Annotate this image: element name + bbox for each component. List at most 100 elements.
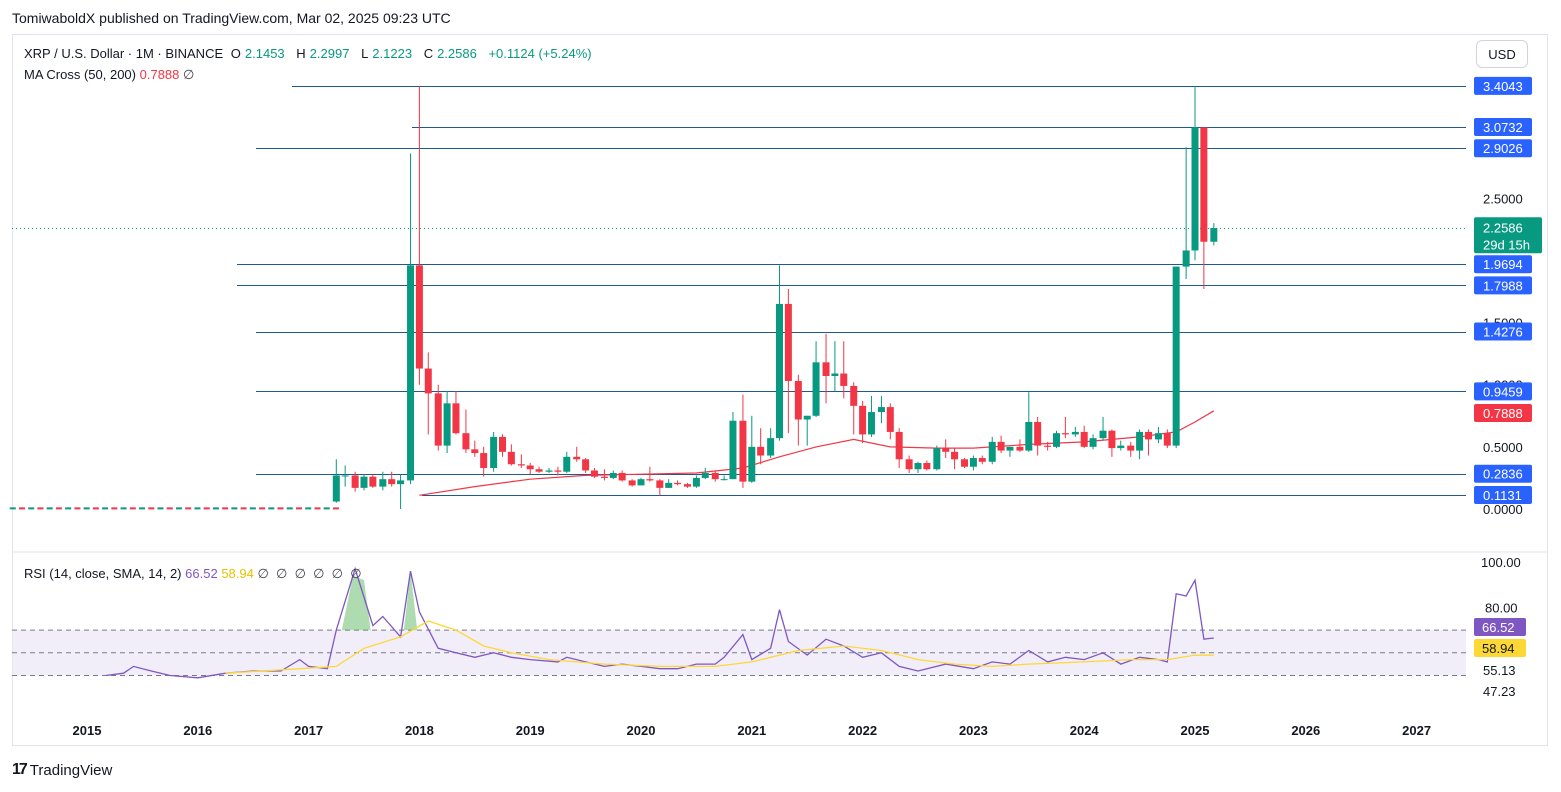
candle-body [1099,430,1107,439]
high-value: 2.2997 [309,46,350,61]
candle-body [886,407,894,432]
candle [397,474,405,509]
candle [452,390,460,435]
level-tag [1474,322,1532,341]
level-tag-label: 1.7988 [1483,278,1523,293]
candle-body [859,405,867,435]
ohlc-close: C 2.2586 [424,46,481,61]
candle-body [1117,445,1125,449]
candle-body [369,476,377,487]
candle [600,469,608,481]
candle-body [1154,433,1162,440]
rsi-sma-line [225,620,1214,674]
candle [1182,147,1190,280]
candle [1191,86,1199,261]
candle [341,465,349,487]
candle [914,461,922,473]
change-value: +0.1124 (+5.24%) [488,46,592,61]
candle-body [1163,433,1171,446]
candle [1025,392,1033,452]
chart-frame [12,34,1548,746]
rsi-value: 66.52 [185,566,218,581]
candle [757,428,765,465]
candle [748,415,756,483]
candle-body [739,420,747,482]
candle [905,455,913,473]
candle-body [757,446,765,456]
candle [812,341,820,418]
time-tick-label: 2027 [1402,723,1431,738]
candle-body [933,448,941,470]
currency-button[interactable]: USD [1476,40,1528,68]
time-tick-label: 2018 [405,723,434,738]
candle [573,446,581,462]
time-tick-label: 2021 [737,723,766,738]
candle [332,459,340,503]
ma-value: 0.7888 [139,67,180,82]
candle-body [600,476,608,478]
candle [637,477,645,486]
candle-body [914,463,922,470]
candle-body [1136,431,1144,451]
candle-body [720,479,728,481]
axis-layer: 2.50001.50001.00000.50000.00003.40433.07… [12,76,1548,738]
candle-body [1182,250,1190,267]
candle-body [1053,433,1060,447]
candles-layer [9,86,1218,510]
level-tag [1474,276,1532,295]
ohlc-open: O 2.1453 [231,46,289,61]
candle [443,390,451,454]
candle-body [609,472,617,478]
ohlc-high: H 2.2997 [296,46,353,61]
candle-body [997,441,1005,451]
last-price-label: 2.2586 [1483,220,1523,235]
candle-body [1089,438,1097,447]
candle-body [434,393,442,446]
low-value: 2.1223 [372,46,413,61]
level-tag [1474,139,1532,158]
candle-body [1210,228,1218,242]
candle [563,451,571,473]
ma-line [419,410,1215,496]
tradingview-logo-icon: 17 [12,761,28,778]
candle-body [332,475,340,502]
level-tag-label: 1.9694 [1483,257,1523,272]
candle-body [554,470,562,472]
tradingview-logo[interactable]: 17 TradingView [12,761,112,779]
candle [1080,425,1088,449]
candle-body [1080,431,1088,447]
candle-body [812,362,820,416]
candle-body [701,472,709,478]
candle-body [895,431,903,460]
close-value: 2.2586 [437,46,477,61]
level-tag-label: 3.0732 [1483,120,1523,135]
candle-body [656,480,664,488]
candle-body [969,458,977,467]
candle-body [618,472,626,481]
candle [609,470,617,480]
rsi-tick-label: 55.13 [1483,663,1516,678]
countdown-label: 29d 15h [1483,237,1530,252]
candle [961,458,969,468]
candle-body [1191,127,1199,251]
rsi-value-tag-label: 66.52 [1482,620,1515,635]
candle [831,341,839,391]
candle [933,445,941,471]
candle [535,466,543,473]
candle-body [923,463,931,470]
time-tick-label: 2017 [294,723,323,738]
rsi-label: RSI (14, close, SMA, 14, 2) [24,566,182,581]
candle-body [776,303,783,439]
candle-body [507,451,515,465]
candle [886,403,894,440]
candle-body [443,403,451,446]
candle-body [517,464,525,466]
candle [1127,441,1135,457]
candle-body [526,465,534,470]
candle-body [867,412,875,435]
candle [784,288,792,434]
candle-body [951,451,959,460]
candle [1006,446,1014,457]
candle-body [665,482,673,488]
